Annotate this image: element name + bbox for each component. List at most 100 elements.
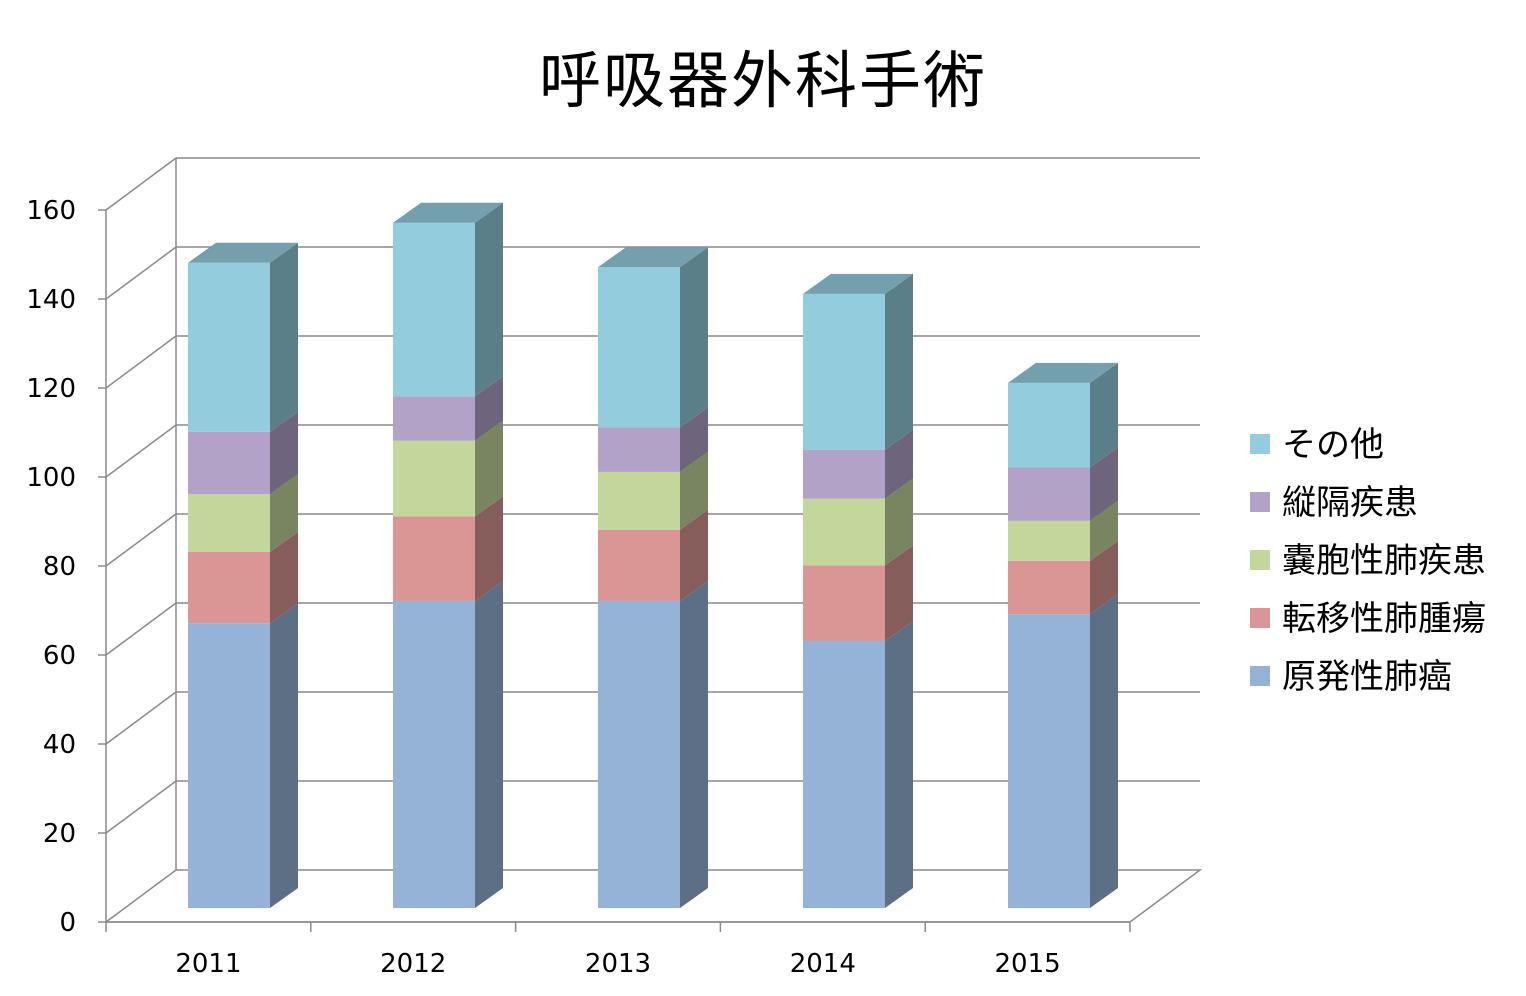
bar-segment: [1008, 467, 1090, 521]
bar-segment: [188, 623, 270, 908]
bar-segment: [1008, 382, 1090, 468]
grid-diagonal: [105, 157, 177, 211]
x-tick-label: 2015: [995, 949, 1061, 979]
legend-item: 原発性肺癌: [1250, 657, 1452, 697]
bar-segment: [393, 396, 475, 441]
y-tick-label: 80: [43, 552, 76, 582]
bar-side-2012-2: [475, 420, 503, 517]
bar-side-2012-4: [475, 202, 503, 397]
bar-side-2013-4: [680, 247, 708, 428]
bar-side-2014-4: [885, 273, 913, 450]
grid-diagonal: [105, 869, 177, 923]
bar-side-2012-1: [475, 496, 503, 601]
legend-swatch: [1250, 550, 1270, 570]
bar-side-2015-4: [1090, 362, 1118, 468]
legend-label: 嚢胞性肺疾患: [1282, 541, 1486, 581]
bar-segment: [1008, 560, 1090, 615]
y-tick-label: 40: [43, 730, 76, 760]
bar-top-2014: [803, 273, 913, 294]
bar-stack-2011: [188, 242, 298, 908]
bar-side-2014-2: [885, 478, 913, 566]
bar-side-2015-1: [1090, 540, 1118, 615]
bar-side-2011-4: [270, 242, 298, 432]
bar-segment: [393, 516, 475, 601]
axes: 0 20 40 60 80 100 120 140 160 2011 2012 2013 2014 201…: [26, 158, 1131, 979]
bar-side-2012-0: [475, 580, 503, 908]
legend-label: 転移性肺腫瘍: [1282, 599, 1486, 639]
bar-segment: [803, 293, 885, 450]
bar-segment: [598, 427, 680, 472]
y-tick-label: 0: [59, 908, 76, 938]
grid-diagonal: [105, 602, 177, 656]
bar-segment: [1008, 520, 1090, 561]
y-tick-label: 160: [26, 196, 76, 226]
bar-side-2014-1: [885, 545, 913, 641]
bar-side-2014-0: [885, 621, 913, 908]
bar-segment: [1008, 614, 1090, 908]
bar-side-2012-3: [475, 376, 503, 441]
bar-segment: [598, 529, 680, 601]
bar-side-2015-0: [1090, 594, 1118, 908]
bar-segment: [803, 565, 885, 641]
legend-item: その他: [1250, 425, 1384, 465]
bar-segment: [598, 471, 680, 530]
legend-item: 嚢胞性肺疾患: [1250, 541, 1486, 581]
legend-item: 縦隔疾患: [1250, 483, 1418, 523]
grid-diagonal: [105, 780, 177, 834]
bar-stack-2013: [598, 247, 708, 908]
bar-stack-2014: [803, 273, 913, 908]
legend-swatch: [1250, 492, 1270, 512]
bar-segment: [188, 262, 270, 432]
bar-side-2014-3: [885, 429, 913, 499]
bar-stack-2015: [1008, 362, 1118, 908]
bar-side-2011-2: [270, 474, 298, 552]
bar-top-2015: [1008, 362, 1118, 383]
y-tick-label: 60: [43, 641, 76, 671]
legend-label: 縦隔疾患: [1282, 483, 1418, 523]
bar-segment: [803, 498, 885, 566]
bar-segment: [188, 494, 270, 552]
chart-title: 呼吸器外科手術: [538, 44, 987, 117]
bar-segment: [188, 552, 270, 624]
bar-segment: [803, 641, 885, 908]
bar-side-2011-3: [270, 411, 298, 495]
bar-stack-2012: [393, 202, 503, 908]
bar-top-2013: [598, 247, 708, 268]
y-tick-label: 100: [26, 463, 76, 493]
bar-top-2012: [393, 202, 503, 223]
bar-top-2011: [188, 242, 298, 263]
grid-diagonal: [105, 335, 177, 389]
bar-side-2011-0: [270, 603, 298, 908]
bar-side-2013-0: [680, 580, 708, 908]
bar-segment: [598, 267, 680, 428]
bar-segment: [393, 440, 475, 517]
legend-item: 転移性肺腫瘍: [1250, 599, 1486, 639]
grid-diagonal: [105, 246, 177, 300]
x-tick-label: 2014: [790, 949, 856, 979]
x-tick-label: 2013: [585, 949, 651, 979]
bar-segment: [393, 222, 475, 397]
x-tick-label: 2012: [380, 949, 446, 979]
grid-diagonal: [105, 691, 177, 745]
bar-segment: [393, 600, 475, 908]
y-tick-label: 20: [43, 819, 76, 849]
bar-side-2011-1: [270, 532, 298, 624]
legend-swatch: [1250, 608, 1270, 628]
bar-side-2013-2: [680, 451, 708, 530]
legend-label: その他: [1282, 425, 1384, 465]
grid-diagonal: [105, 513, 177, 567]
bar-segment: [803, 449, 885, 499]
y-tick-label: 140: [26, 285, 76, 315]
bar-side-2015-3: [1090, 447, 1118, 521]
legend-label: 原発性肺癌: [1282, 657, 1452, 697]
bar-side-2013-3: [680, 407, 708, 472]
legend-swatch: [1250, 434, 1270, 454]
grid-diagonal: [105, 424, 177, 478]
bars: [188, 202, 1118, 908]
bar-side-2015-2: [1090, 500, 1118, 561]
bar-side-2013-1: [680, 509, 708, 601]
y-tick-label: 120: [26, 374, 76, 404]
x-tick-label: 2011: [175, 949, 241, 979]
